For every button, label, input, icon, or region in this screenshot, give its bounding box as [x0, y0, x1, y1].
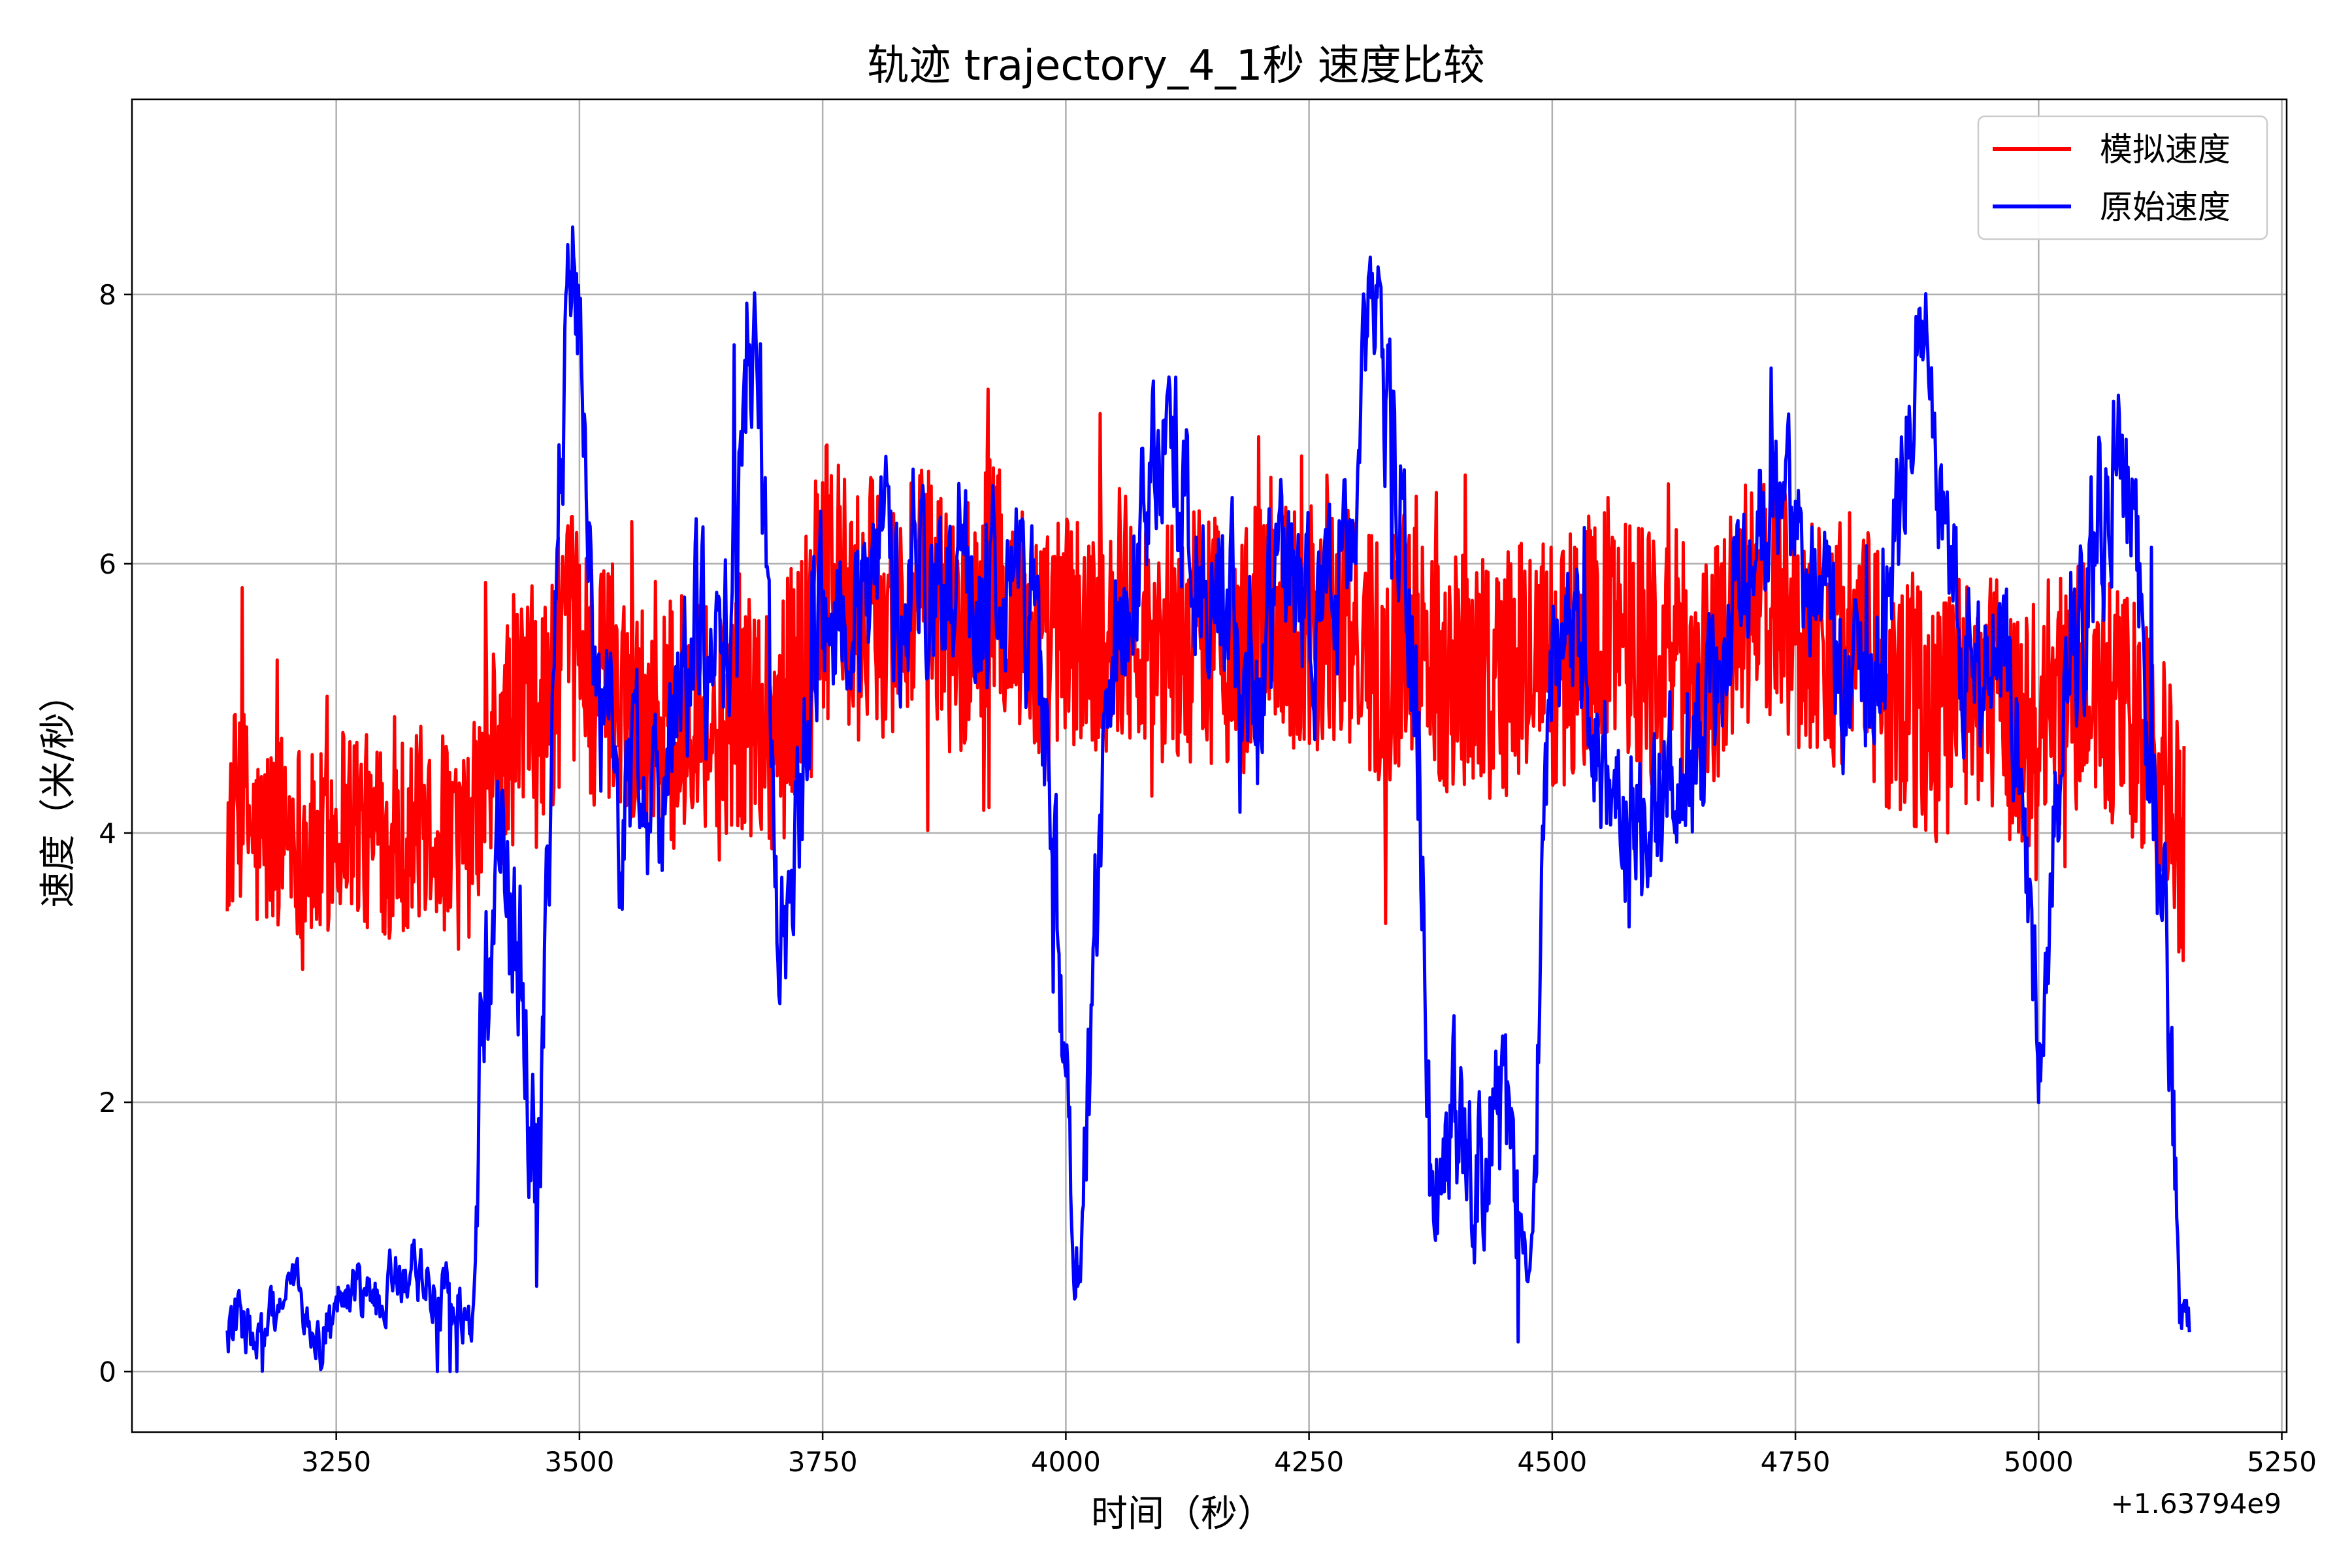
x-tick-label: 4250: [1274, 1446, 1344, 1478]
x-axis-offset-label: +1.63794e9: [2111, 1488, 2281, 1520]
x-tick-label: 4000: [1031, 1446, 1101, 1478]
legend-label-simulated: 模拟速度: [2100, 131, 2230, 169]
x-axis-label: 时间（秒）: [1091, 1493, 1274, 1535]
x-tick-label: 3750: [788, 1446, 858, 1478]
y-tick-label: 8: [99, 279, 116, 311]
grid: [132, 99, 2287, 1432]
ticks: 3250 3500 3750 4000 4250 4500 4750 5000 5250 0 2 4 6…: [99, 279, 2317, 1478]
chart-title: 轨迹 trajectory_4_1秒 速度比较: [867, 42, 1485, 90]
x-tick-label: 4750: [1761, 1446, 1831, 1478]
series-layer: [225, 225, 2191, 1373]
legend-label-original: 原始速度: [2100, 188, 2230, 226]
x-tick-label: 5000: [2004, 1446, 2074, 1478]
y-tick-label: 4: [99, 817, 116, 849]
legend: 模拟速度 原始速度: [1977, 115, 2268, 240]
x-tick-label: 5250: [2247, 1446, 2317, 1478]
x-tick-label: 3500: [544, 1446, 614, 1478]
y-tick-label: 0: [99, 1356, 116, 1388]
x-tick-label: 3250: [301, 1446, 371, 1478]
plot-frame: [131, 98, 2288, 1433]
y-tick-label: 6: [99, 548, 116, 580]
series-line-original: [225, 225, 2191, 1373]
y-tick-label: 2: [99, 1086, 116, 1119]
y-axis-label: 速度（米/秒）: [37, 676, 80, 908]
x-tick-label: 4500: [1517, 1446, 1587, 1478]
